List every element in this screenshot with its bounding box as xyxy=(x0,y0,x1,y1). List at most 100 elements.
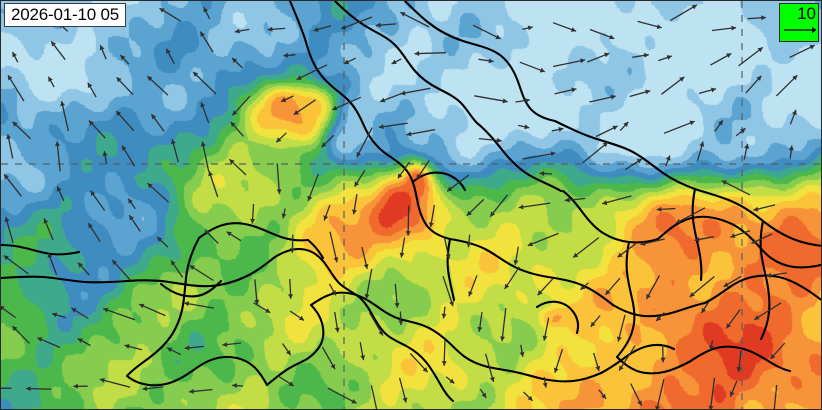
wind-arrow-head xyxy=(120,55,126,61)
wind-arrow-head xyxy=(539,67,545,73)
wind-arrow-head xyxy=(167,347,173,353)
wind-arrow-head xyxy=(151,114,157,120)
wind-arrow-head xyxy=(265,308,271,313)
wind-arrow-head xyxy=(604,52,610,58)
wind-arrow-head xyxy=(542,382,548,388)
wind-arrow-head xyxy=(689,120,695,126)
wind-arrow-head xyxy=(26,386,31,392)
wind-arrow-head xyxy=(363,263,369,269)
wind-arrow-shaft xyxy=(773,384,778,409)
wind-arrow-head xyxy=(422,367,428,373)
wind-arrow-head xyxy=(553,367,559,373)
wind-arrow-head xyxy=(400,90,406,96)
wind-arrow-head xyxy=(609,34,615,40)
wind-arrow-shaft xyxy=(138,303,166,317)
wind-arrow-head xyxy=(3,255,9,261)
wind-arrow-shaft xyxy=(527,232,559,247)
wind-arrow-head xyxy=(200,31,205,37)
wind-arrow-head xyxy=(616,336,622,342)
wind-arrow-head xyxy=(718,120,723,126)
wind-arrow-head xyxy=(643,52,649,58)
wind-arrow-head xyxy=(88,120,94,126)
wind-arrow-head xyxy=(761,15,766,21)
wind-arrow-shaft xyxy=(406,128,436,136)
wind-arrow-head xyxy=(744,143,750,149)
wind-arrow-head xyxy=(542,335,548,341)
wind-arrow-head xyxy=(330,364,335,370)
wind-arrow-head xyxy=(99,377,105,383)
wind-arrow-head xyxy=(527,25,533,31)
wind-arrow-head xyxy=(679,76,685,82)
wind-arrow-head xyxy=(788,145,794,151)
wind-arrow-head xyxy=(400,12,406,17)
wind-arrow-head xyxy=(701,307,707,313)
wind-arrow-head xyxy=(332,105,338,111)
wind-arrow-shaft xyxy=(102,307,136,321)
wind-arrow-head xyxy=(267,26,273,32)
wind-arrow-head xyxy=(203,7,208,13)
wind-arrow-head xyxy=(573,252,579,258)
wind-arrow-head xyxy=(47,252,53,258)
wind-arrow-head xyxy=(490,211,495,217)
wind-arrow-head xyxy=(293,110,299,115)
wind-arrow-head xyxy=(601,393,606,399)
wind-arrow-head xyxy=(466,242,472,248)
wind-arrow-head xyxy=(78,262,83,268)
wind-arrow-head xyxy=(708,345,714,351)
wind-arrow-shaft xyxy=(518,202,551,209)
wind-arrow-shaft xyxy=(276,163,281,195)
wind-arrow-head xyxy=(602,142,608,148)
wind-arrow-head xyxy=(610,94,616,100)
wind-arrow-head xyxy=(525,98,530,103)
wind-arrow-head xyxy=(129,215,134,221)
wind-arrow-head xyxy=(321,142,327,148)
wind-arrow-head xyxy=(380,97,386,103)
wind-arrow-shaft xyxy=(602,195,632,205)
wind-arrow-shaft xyxy=(378,122,408,128)
wind-arrow-head xyxy=(477,326,483,332)
wind-arrow-head xyxy=(736,367,742,372)
wind-arrow-head xyxy=(344,59,350,65)
wind-arrow-head xyxy=(646,293,651,300)
wind-arrows xyxy=(1,4,815,409)
wind-arrow-head xyxy=(147,183,153,189)
wind-arrow-shaft xyxy=(356,127,373,158)
wind-arrow-head xyxy=(6,134,12,140)
wind-arrow-head xyxy=(564,197,570,203)
wind-arrow-shaft xyxy=(661,76,685,95)
wind-arrow-head xyxy=(360,355,366,361)
wind-arrow-head xyxy=(307,195,313,201)
wind-arrow-head xyxy=(184,345,190,351)
wind-arrow-shaft xyxy=(414,52,446,55)
wind-arrow-head xyxy=(356,152,362,158)
wind-arrow-head xyxy=(189,265,195,270)
wind-arrow-head xyxy=(513,260,519,265)
wind-arrow-head xyxy=(753,206,759,212)
wind-arrow-shaft xyxy=(572,237,600,259)
wind-arrow-head xyxy=(675,218,682,224)
wind-arrow-head xyxy=(8,75,13,81)
wind-arrow-head xyxy=(73,383,78,389)
wind-arrow-head xyxy=(51,41,56,47)
wind-arrow-head xyxy=(157,237,163,242)
wind-arrow-shaft xyxy=(3,254,29,275)
wind-arrow-head xyxy=(449,301,454,307)
wind-arrow-head xyxy=(590,321,596,327)
wind-arrow-head xyxy=(441,313,447,319)
wind-arrow-head xyxy=(489,376,495,382)
wind-arrow-head xyxy=(124,344,130,349)
wind-arrow-head xyxy=(234,28,240,34)
wind-arrow-shaft xyxy=(489,194,509,218)
wind-arrow-head xyxy=(726,53,732,58)
wind-arrow-head xyxy=(428,222,434,228)
wind-arrow-head xyxy=(378,330,383,336)
wind-arrow-head xyxy=(595,365,601,372)
wind-arrow-head xyxy=(655,405,660,409)
wind-arrow-head xyxy=(200,102,206,108)
wind-arrow-head xyxy=(656,24,662,29)
wind-arrow-head xyxy=(500,336,505,342)
wind-arrow-shaft xyxy=(474,95,508,103)
wind-arrow-shaft xyxy=(146,75,169,96)
